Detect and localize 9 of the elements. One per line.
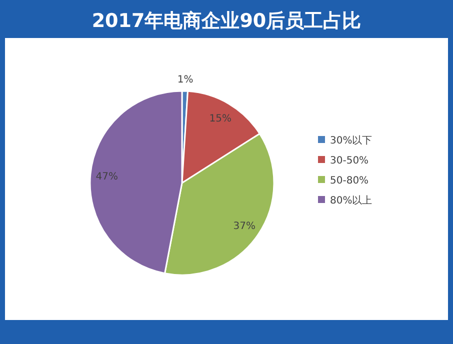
legend-label: 30%以下 — [330, 134, 372, 146]
data-label: 37% — [233, 220, 256, 232]
legend-label: 30-50% — [330, 156, 369, 166]
data-label: 47% — [96, 171, 118, 182]
chart-title: 2017年电商企业90后员工占比 — [92, 10, 362, 32]
data-label: 1% — [177, 74, 194, 86]
legend-label: 50-80% — [330, 176, 369, 186]
data-label: 15% — [209, 114, 232, 125]
legend-label: 80%以上 — [330, 194, 372, 206]
